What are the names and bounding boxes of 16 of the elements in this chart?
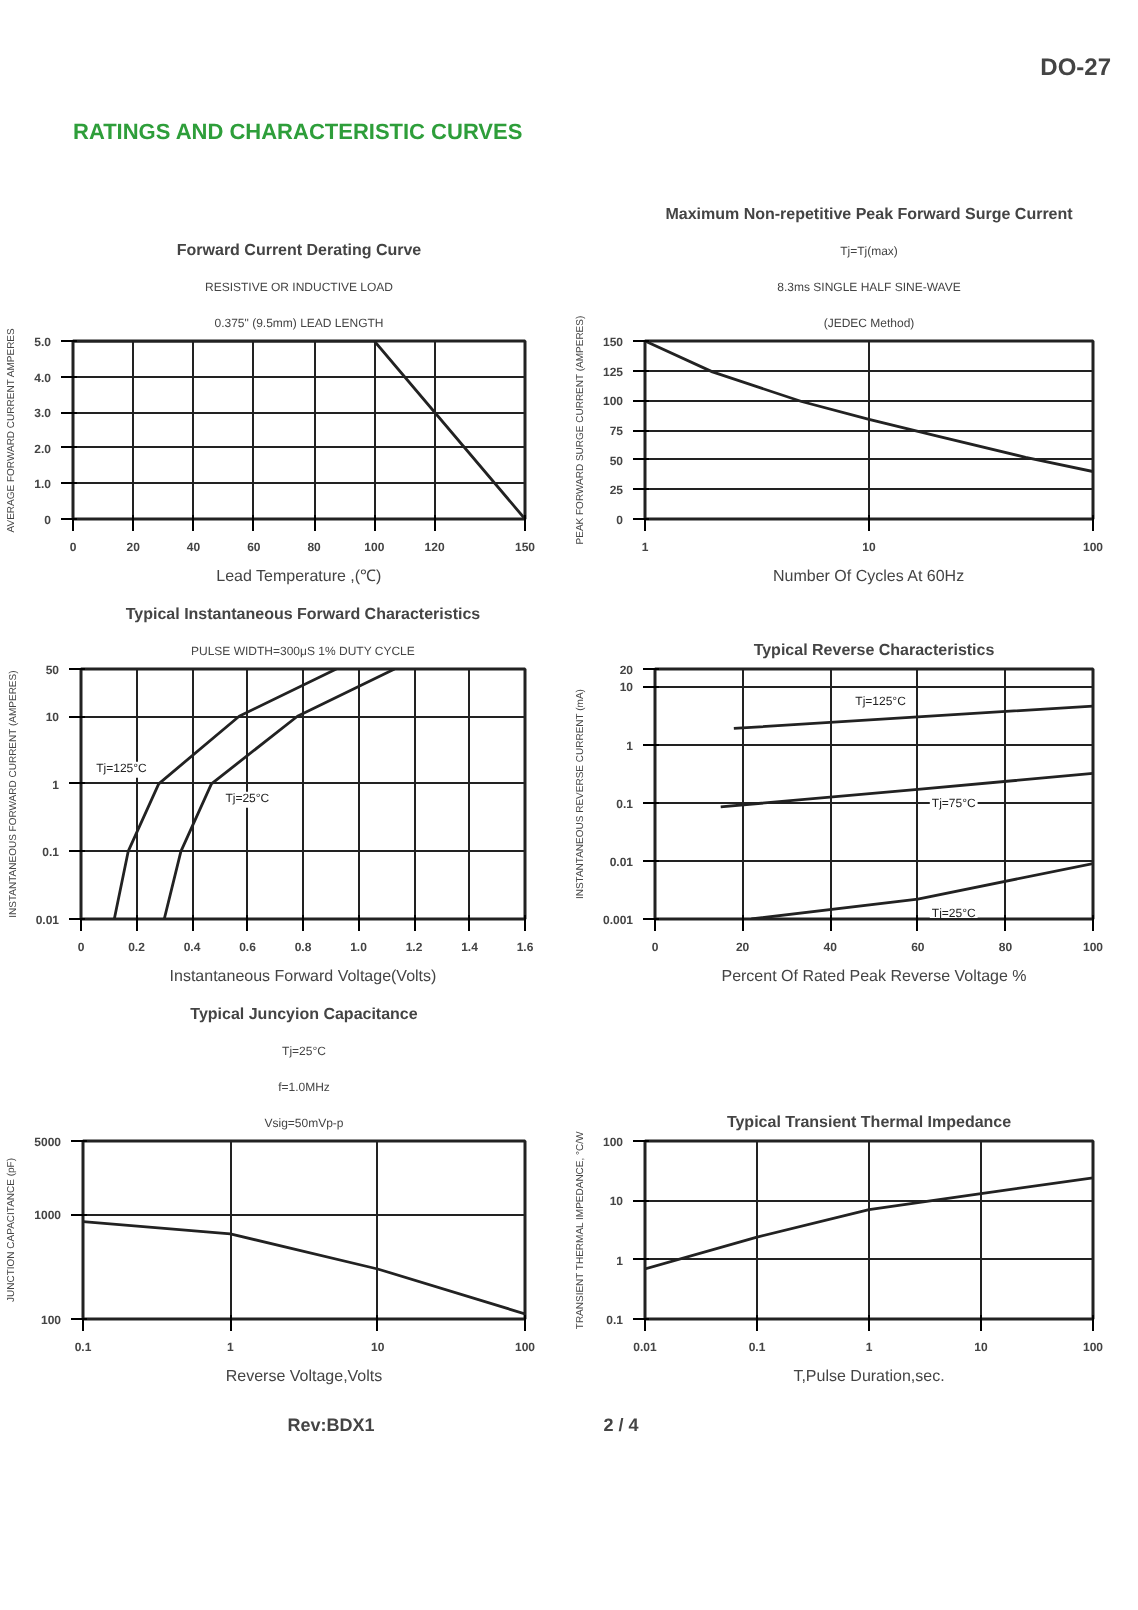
text: Rev:BDX1 (287, 1415, 375, 1435)
x-axis-title: Number Of Cycles At 60Hz (772, 567, 965, 585)
x-axis-title: Percent Of Rated Peak Reverse Voltage % (721, 967, 1027, 985)
chart-title: Forward Current Derating Curve (176, 241, 423, 259)
chart-title: Maximum Non-repetitive Peak Forward Surge Current (665, 205, 1074, 223)
chart-title: Typical Reverse Characteristics (753, 641, 996, 659)
chart-title: Typical Transient Thermal Impedance (726, 1113, 1013, 1131)
x-axis-title: Lead Temperature ,(℃) (216, 567, 383, 585)
x-axis-title: T,Pulse Duration,sec. (793, 1367, 945, 1385)
x-axis-title: Instantaneous Forward Voltage(Volts) (169, 967, 438, 985)
text: 2 / 4 (603, 1415, 639, 1435)
chart-title: Typical Instantaneous Forward Characteristics (125, 605, 482, 623)
text: RATINGS AND CHARACTERISTIC CURVES (73, 121, 523, 145)
chart-title: Typical Juncyion Capacitance (190, 1005, 419, 1023)
x-axis-title: Reverse Voltage,Volts (225, 1367, 383, 1385)
text: DO-27 (1040, 53, 1112, 81)
